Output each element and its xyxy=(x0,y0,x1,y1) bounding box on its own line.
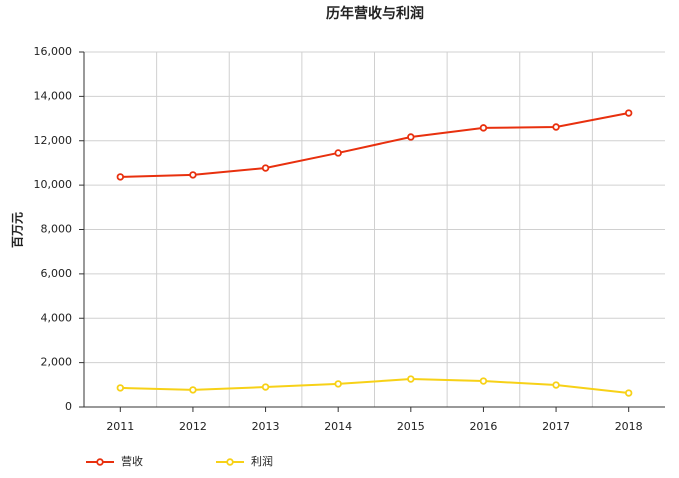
x-tick-label: 2014 xyxy=(324,420,352,433)
data-point xyxy=(116,384,125,392)
legend-marker xyxy=(96,458,104,466)
legend-label: 营收 xyxy=(121,454,143,468)
legend-marker xyxy=(226,458,234,466)
y-tick-label: 6,000 xyxy=(41,267,73,280)
series-line xyxy=(120,112,629,178)
x-tick-label: 2017 xyxy=(542,420,570,433)
data-point xyxy=(116,173,125,181)
series-line xyxy=(120,378,629,395)
y-tick-label: 10,000 xyxy=(34,178,73,191)
y-tick-label: 8,000 xyxy=(41,223,73,236)
legend-label: 利润 xyxy=(251,454,273,468)
data-point xyxy=(261,383,270,391)
data-point xyxy=(479,124,488,132)
x-tick-label: 2012 xyxy=(179,420,207,433)
chart-title: 历年营收与利润 xyxy=(326,5,424,22)
y-tick-label: 12,000 xyxy=(34,134,73,147)
data-point xyxy=(189,386,197,394)
data-point xyxy=(479,377,488,385)
x-tick-label: 2016 xyxy=(469,420,497,433)
y-tick-label: 0 xyxy=(65,400,72,413)
data-point xyxy=(334,149,342,157)
y-tick-label: 14,000 xyxy=(34,89,73,102)
data-point xyxy=(407,133,415,141)
x-tick-label: 2018 xyxy=(615,420,643,433)
data-point xyxy=(624,389,633,397)
data-point xyxy=(334,380,342,388)
data-point xyxy=(261,164,270,172)
data-point xyxy=(624,109,633,117)
x-tick-label: 2011 xyxy=(106,420,134,433)
x-tick-label: 2013 xyxy=(252,420,280,433)
data-point xyxy=(552,381,560,389)
y-tick-label: 2,000 xyxy=(41,356,73,369)
data-point xyxy=(552,123,560,131)
data-point xyxy=(407,375,415,383)
y-tick-label: 4,000 xyxy=(41,311,73,324)
y-axis-title: 百万元 xyxy=(11,212,25,248)
data-point xyxy=(189,171,197,179)
y-tick-label: 16,000 xyxy=(34,45,73,58)
x-tick-label: 2015 xyxy=(397,420,425,433)
